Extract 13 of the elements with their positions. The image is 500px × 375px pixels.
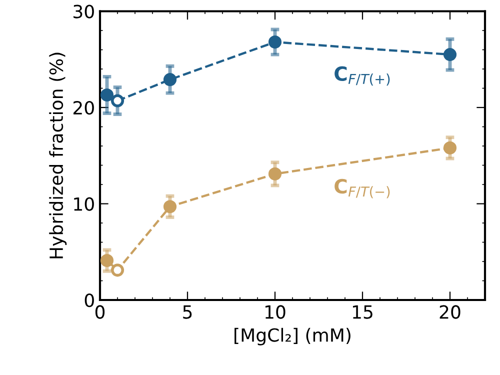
y-tick-label: 20: [73, 100, 94, 115]
y-tick-label: 10: [74, 197, 94, 211]
x-tick-label: 5: [183, 305, 192, 319]
series-label: C$_{F/T(+)}$: [334, 66, 390, 86]
x-tick-label: 20: [440, 305, 460, 319]
y-tick-label: 0: [84, 293, 94, 308]
y-tick-label: 30: [74, 4, 94, 18]
x-tick-label: 0: [95, 305, 105, 319]
x-tick-label: 10: [265, 305, 286, 319]
series-label: C$_{F/T(−)}$: [334, 178, 390, 198]
y-axis-title: Hybridized fraction (%): [49, 52, 67, 258]
x-axis-title: [MgCl₂] (mM): [234, 328, 350, 346]
x-tick-label: 15: [352, 305, 372, 319]
